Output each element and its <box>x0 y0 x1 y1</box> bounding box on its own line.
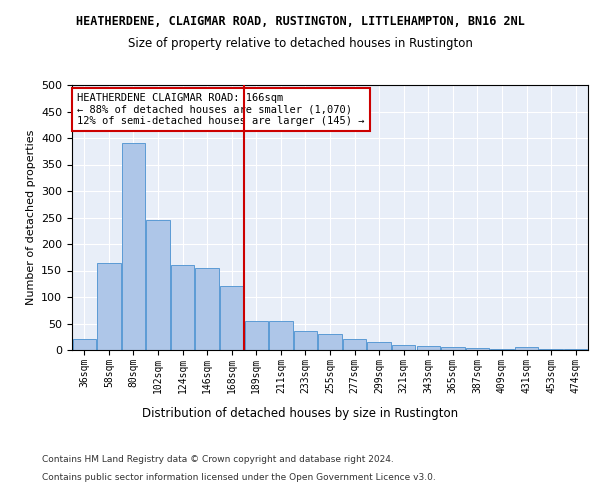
Bar <box>466 348 489 350</box>
Bar <box>171 265 194 350</box>
Bar <box>441 348 464 350</box>
Bar <box>367 342 391 350</box>
Text: Contains HM Land Registry data © Crown copyright and database right 2024.: Contains HM Land Registry data © Crown c… <box>42 455 394 464</box>
Bar <box>343 340 366 350</box>
Bar <box>515 348 538 350</box>
Bar <box>146 220 170 350</box>
Text: Distribution of detached houses by size in Rustington: Distribution of detached houses by size … <box>142 408 458 420</box>
Bar <box>122 144 145 350</box>
Bar <box>392 344 415 350</box>
Bar <box>269 321 293 350</box>
Bar <box>245 321 268 350</box>
Bar <box>196 268 219 350</box>
Bar <box>319 334 341 350</box>
Text: HEATHERDENE, CLAIGMAR ROAD, RUSTINGTON, LITTLEHAMPTON, BN16 2NL: HEATHERDENE, CLAIGMAR ROAD, RUSTINGTON, … <box>76 15 524 28</box>
Text: HEATHERDENE CLAIGMAR ROAD: 166sqm
← 88% of detached houses are smaller (1,070)
1: HEATHERDENE CLAIGMAR ROAD: 166sqm ← 88% … <box>77 93 365 126</box>
Bar <box>73 340 96 350</box>
Bar <box>416 346 440 350</box>
Text: Size of property relative to detached houses in Rustington: Size of property relative to detached ho… <box>128 38 472 51</box>
Bar <box>220 286 244 350</box>
Bar <box>97 262 121 350</box>
Bar <box>294 332 317 350</box>
Y-axis label: Number of detached properties: Number of detached properties <box>26 130 35 305</box>
Text: Contains public sector information licensed under the Open Government Licence v3: Contains public sector information licen… <box>42 472 436 482</box>
